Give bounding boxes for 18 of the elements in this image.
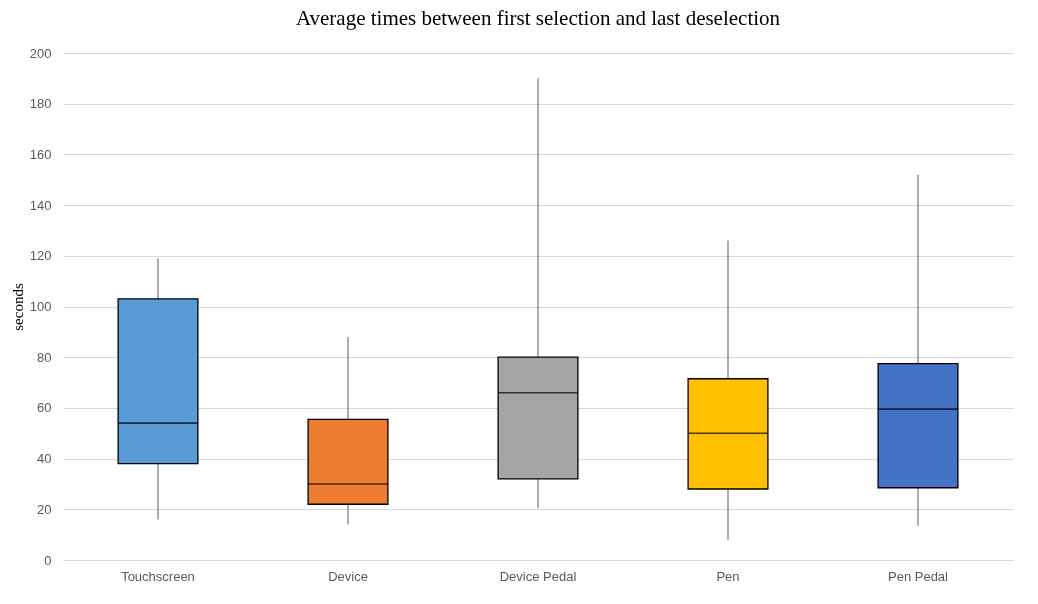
y-tick-label: 80 [37,349,52,365]
y-tick-label: 20 [37,501,52,517]
x-tick-label: Device Pedal [499,568,577,584]
x-tick-label: Touchscreen [121,568,195,584]
y-tick-label: 100 [29,299,52,314]
chart-title: Average times between first selection and last deselection [295,6,781,30]
y-tick-label: 140 [29,197,52,213]
y-tick-label: 200 [29,45,52,61]
y-tick-label: 40 [37,451,52,467]
y-tick-label: 0 [44,552,52,568]
x-tick-label: Device [328,568,368,584]
x-tick-label: Pen [716,568,740,584]
y-axis-title: seconds [9,283,26,331]
x-tick-label: Pen Pedal [888,568,949,584]
y-tick-label: 120 [29,248,52,264]
y-tick-label: 160 [29,146,52,162]
y-tick-label: 180 [29,96,52,112]
y-tick-label: 60 [37,400,52,416]
